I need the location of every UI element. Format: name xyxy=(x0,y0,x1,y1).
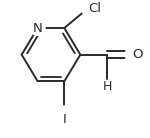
Text: I: I xyxy=(62,113,66,126)
Text: Cl: Cl xyxy=(88,2,101,14)
Text: H: H xyxy=(102,80,112,93)
Text: O: O xyxy=(132,48,143,61)
Circle shape xyxy=(57,106,72,121)
Circle shape xyxy=(125,47,140,62)
Circle shape xyxy=(30,21,45,35)
Circle shape xyxy=(81,1,96,15)
Text: N: N xyxy=(33,22,43,34)
